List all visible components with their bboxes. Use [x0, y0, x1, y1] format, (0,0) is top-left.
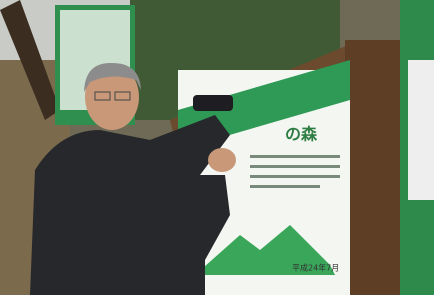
sign-title: の森: [285, 125, 318, 144]
sign-post: [345, 40, 400, 295]
sign-date: 平成24年7月: [292, 263, 339, 273]
photo: の森 平成24年7月: [0, 0, 434, 295]
hand: [208, 148, 236, 172]
banner-right-inner: [408, 60, 434, 200]
camera: [193, 95, 233, 111]
